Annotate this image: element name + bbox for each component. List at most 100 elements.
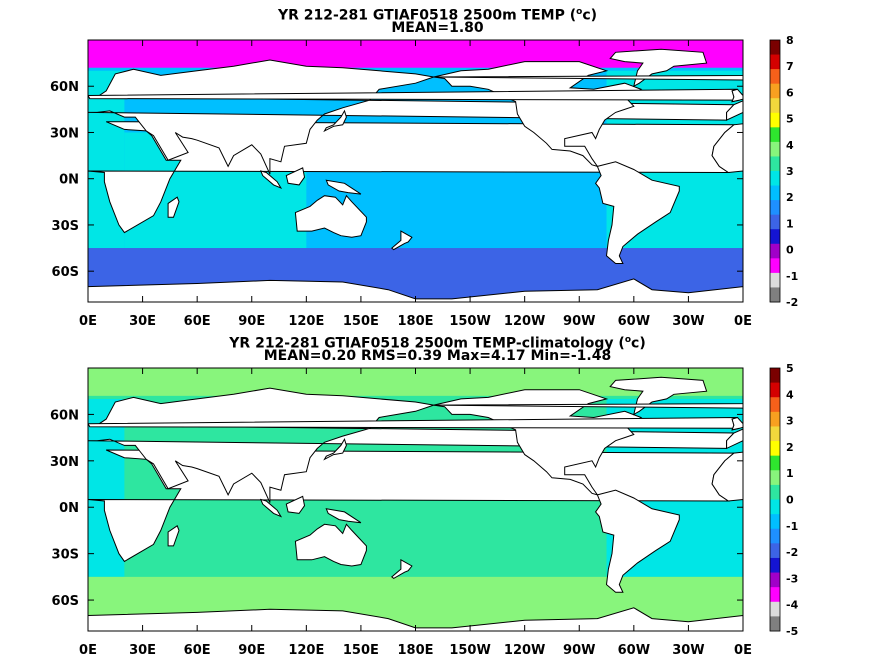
colorbar-segment (770, 156, 780, 172)
colorbar-segment (770, 572, 780, 588)
land-south-america (594, 489, 680, 593)
colorbar-segment (770, 557, 780, 574)
colorbar-segment (770, 397, 780, 413)
colorbar-segment (770, 185, 780, 201)
land-new-guinea (325, 179, 362, 195)
colorbar-segment (770, 214, 780, 230)
x-tick-label: 60E (184, 314, 211, 329)
y-tick-label: 30S (52, 548, 79, 563)
land-uk-wrap (731, 416, 743, 431)
land-africa-wrap (711, 451, 743, 502)
land-sumatra (259, 170, 283, 190)
colorbar-segment (770, 54, 780, 70)
map2-plot: 0E 30E 60E 90E 120E 150E 180E 150W 120W 90W 60W 30W… (50, 362, 799, 656)
map1-subtitle: MEAN=1.80 (391, 20, 484, 36)
colorbar-segment (770, 470, 780, 486)
map1-plot: 0E 30E 60E 90E 120E 150E 180E 150W 120W 90W 60W 30W… (50, 34, 798, 329)
colorbar-segment (770, 601, 780, 617)
colorbar-frame (769, 39, 781, 303)
colorbar-label: 0 (786, 244, 794, 257)
land-madagascar (167, 525, 180, 547)
land-madagascar (167, 196, 180, 218)
y-tick-label: 30S (52, 219, 79, 234)
colorbar-segment (770, 40, 780, 56)
land-australia (294, 194, 367, 238)
y-tick-label: 0N (59, 501, 79, 516)
x-tick-label: 180E (397, 314, 433, 329)
colorbar-label: 0 (786, 494, 794, 507)
colorbar-label: 1 (786, 467, 794, 480)
colorbar-segment (770, 426, 780, 442)
colorbar-segment (770, 499, 780, 515)
colorbar-segment (770, 287, 780, 303)
x-tick-label: 180E (397, 643, 433, 656)
colorbar-segment (770, 616, 780, 632)
x-tick-label: 120W (504, 314, 545, 329)
y-tick-label: 30N (50, 126, 79, 141)
x-tick-label: 60E (184, 643, 211, 656)
land-new-guinea (325, 508, 362, 524)
x-tick-label: 30E (129, 643, 156, 656)
x-tick-label: 30E (129, 314, 156, 329)
land-new-zealand (391, 230, 413, 251)
colorbar-label: 8 (786, 34, 794, 47)
x-tick-label: 90E (238, 314, 265, 329)
colorbar-label: -3 (786, 572, 798, 585)
colorbar-segment (770, 514, 780, 530)
colorbar-segment (770, 229, 780, 245)
land-japan (323, 109, 347, 133)
x-tick-label: 0E (734, 314, 752, 329)
x-tick-label: 90W (563, 643, 595, 656)
x-tick-label: 0E (79, 643, 97, 656)
x-tick-label: 120W (504, 643, 545, 656)
colorbar-label: -1 (786, 270, 798, 283)
colorbar-segment (770, 441, 780, 457)
land-new-zealand (391, 558, 413, 580)
colorbar-label: 7 (786, 60, 794, 73)
colorbar-segment (770, 112, 780, 128)
x-tick-label: 150W (449, 643, 490, 656)
colorbar-label: 5 (786, 362, 794, 375)
land-greenland (609, 376, 708, 416)
colorbar-label: 5 (786, 113, 794, 126)
map1-title: YR 212-281 GTIAF0518 2500m TEMP (oc) (277, 7, 598, 24)
y-tick-label: 60N (50, 80, 79, 95)
colorbar-segment (770, 141, 780, 157)
land-eurasia (88, 387, 736, 503)
land-japan (323, 437, 347, 461)
land-africa-wrap (711, 123, 743, 174)
map2-subtitle: MEAN=0.20 RMS=0.39 Max=4.17 Min=-1.48 (263, 348, 612, 364)
x-tick-label: 150E (343, 314, 379, 329)
x-tick-label: 120E (288, 314, 324, 329)
colorbar-label: 6 (786, 86, 794, 99)
land-borneo (285, 167, 306, 186)
colorbar-segment (770, 411, 780, 427)
colorbar-segment (770, 171, 780, 187)
colorbar-label: 3 (786, 165, 794, 178)
x-tick-label: 0E (79, 314, 97, 329)
colorbar-label: 2 (786, 441, 794, 454)
x-tick-label: 90W (563, 314, 595, 329)
colorbar-segment (770, 127, 780, 143)
colorbar-segment (770, 83, 780, 99)
ocean-field (88, 368, 743, 631)
land-australia (294, 523, 367, 567)
colorbar-segment (770, 243, 780, 259)
land-south-america (594, 161, 680, 264)
land-uk-wrap (731, 88, 743, 103)
x-tick-label: 90E (238, 643, 265, 656)
colorbar-segment (770, 69, 780, 85)
colorbar-label: 1 (786, 217, 794, 230)
x-tick-label: 150W (449, 314, 490, 329)
land-borneo (285, 495, 306, 514)
colorbar-label: -1 (786, 520, 798, 533)
colorbar-label: -2 (786, 546, 798, 559)
colorbar-label: -4 (786, 599, 799, 612)
land-sumatra (259, 498, 283, 518)
x-tick-label: 60W (618, 643, 650, 656)
colorbar-segment (770, 258, 780, 274)
x-tick-label: 0E (734, 643, 752, 656)
colorbar-segment (770, 272, 780, 288)
colorbar-segment (770, 455, 780, 471)
y-tick-label: 60S (52, 594, 79, 609)
